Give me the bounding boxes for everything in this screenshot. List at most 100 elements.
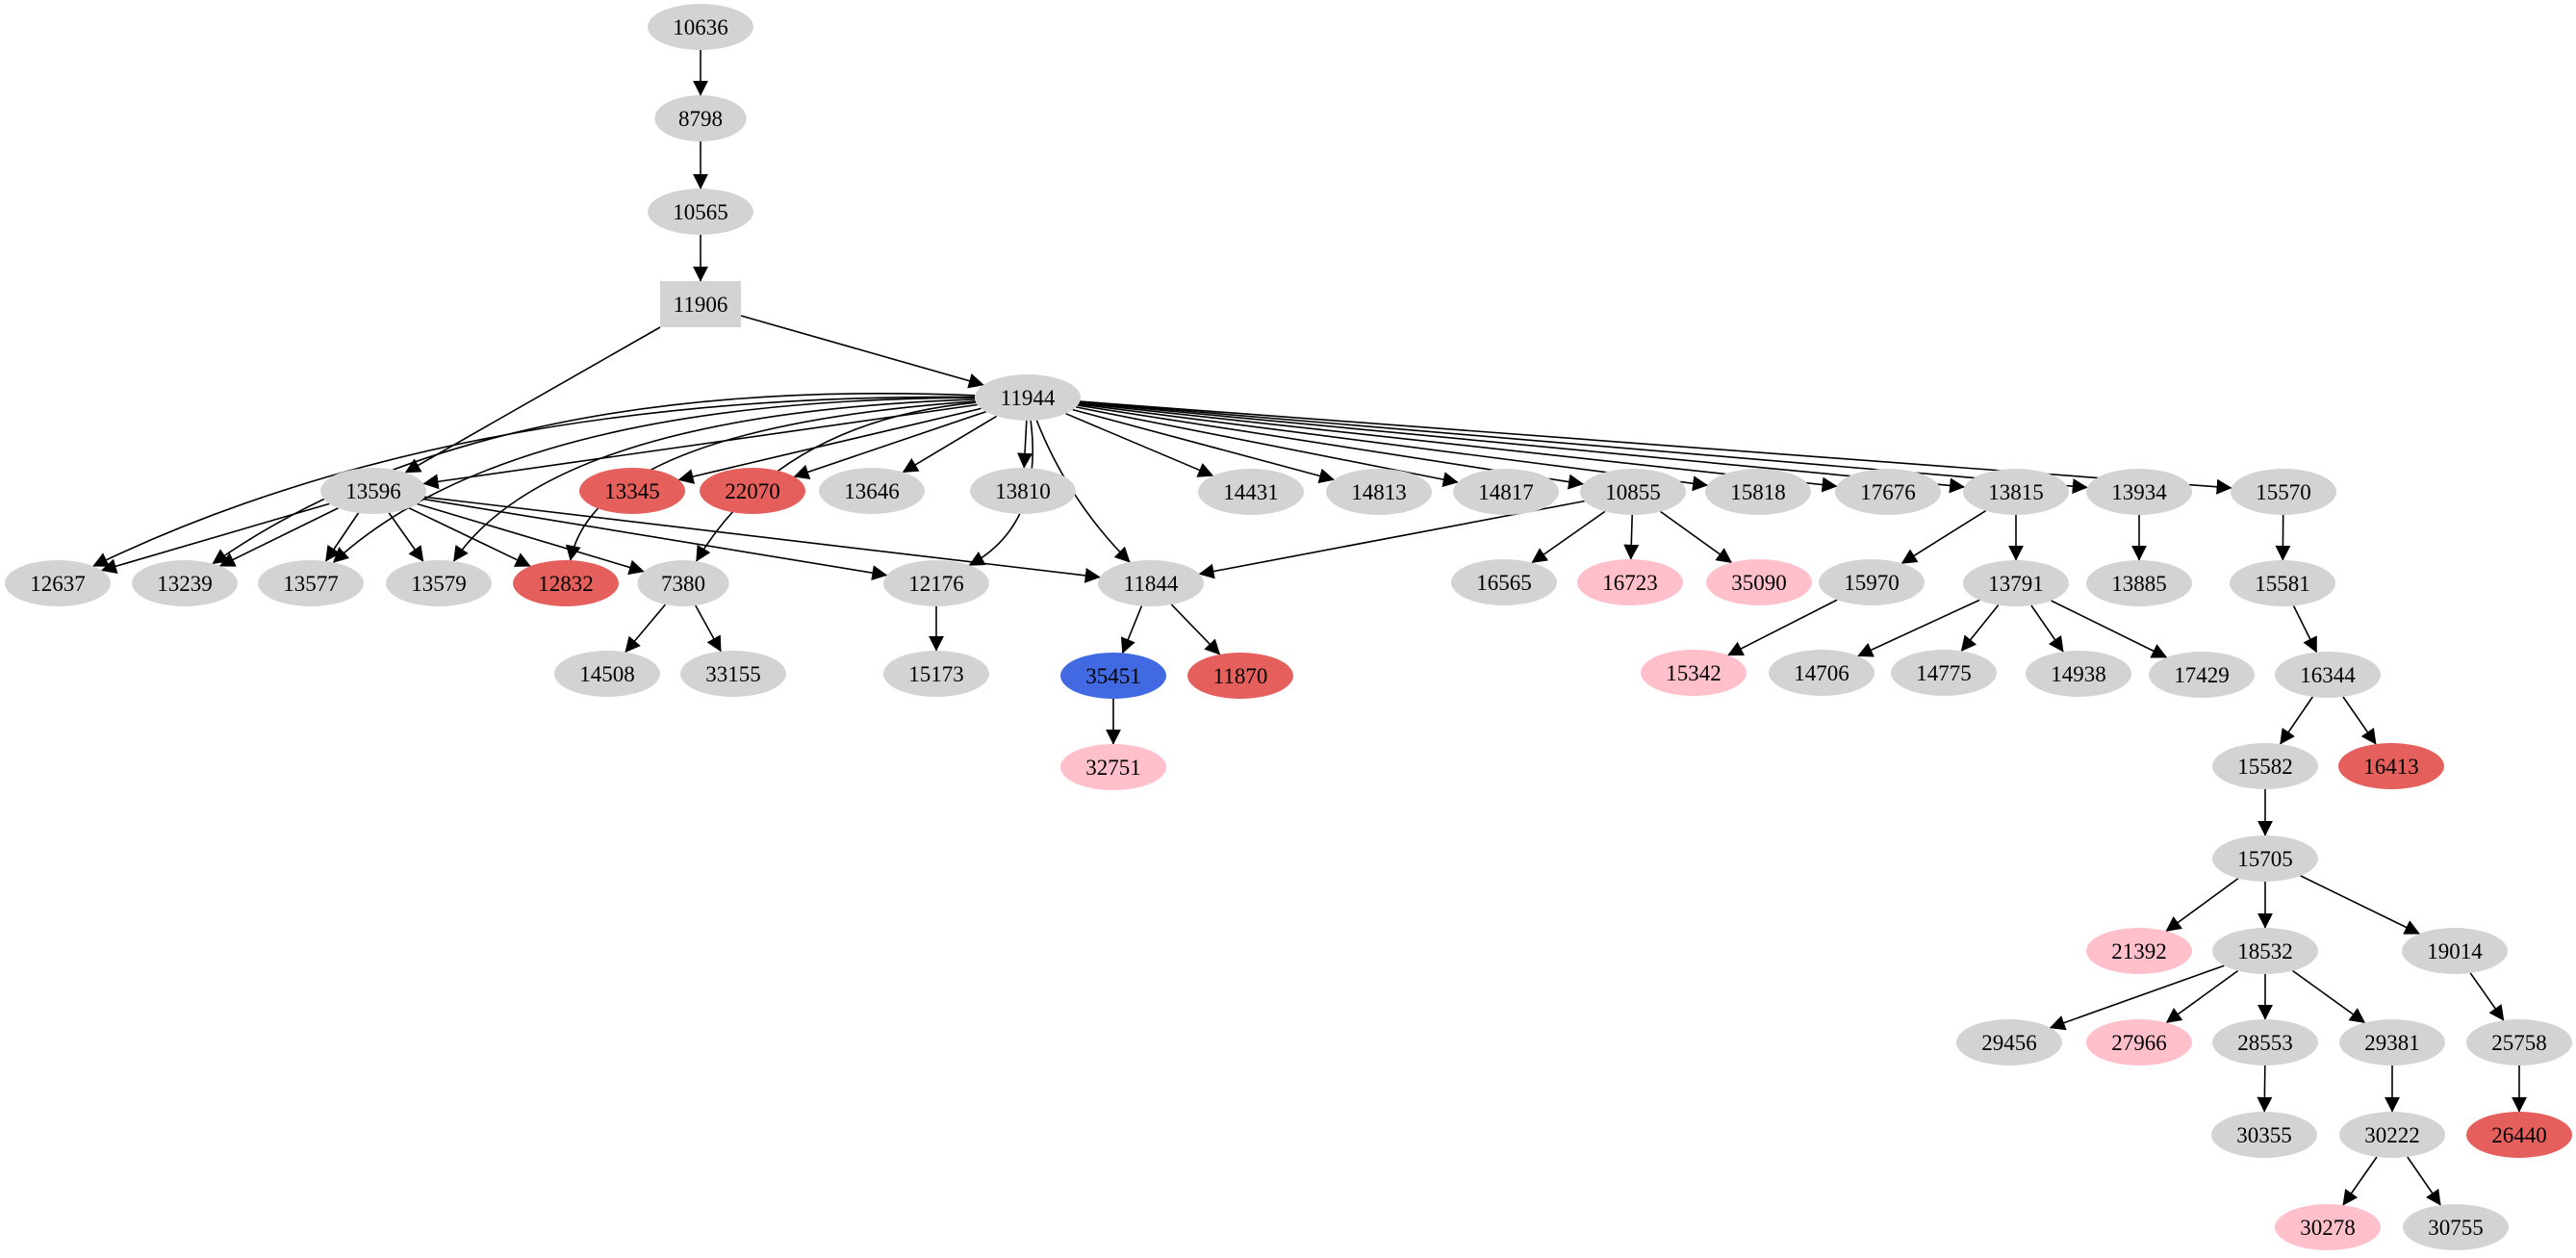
node-30755-label: 30755 bbox=[2428, 1216, 2484, 1240]
node-10636-label: 10636 bbox=[673, 15, 728, 39]
node-15970-label: 15970 bbox=[1844, 571, 1900, 595]
node-11844-shape bbox=[1098, 560, 1204, 606]
edge-13791-14706 bbox=[1857, 599, 1980, 657]
edge-13596-13239 bbox=[218, 507, 339, 567]
node-14431: 14431 bbox=[1198, 469, 1304, 515]
node-14706-shape bbox=[1769, 650, 1875, 696]
edge-10855-16565 bbox=[1531, 510, 1606, 564]
node-16723-label: 16723 bbox=[1602, 571, 1658, 595]
edge-15581-16344 bbox=[2292, 605, 2318, 654]
node-21392: 21392 bbox=[2086, 928, 2192, 974]
node-15582-shape bbox=[2212, 743, 2318, 789]
node-14706: 14706 bbox=[1769, 650, 1875, 696]
node-15581: 15581 bbox=[2230, 560, 2335, 606]
node-11844-label: 11844 bbox=[1124, 572, 1179, 596]
node-15818-shape bbox=[1705, 469, 1811, 515]
node-21392-shape bbox=[2086, 928, 2192, 974]
edge-7380-33155 bbox=[695, 604, 722, 653]
node-29381: 29381 bbox=[2339, 1019, 2445, 1065]
node-13791-shape bbox=[1963, 560, 2069, 606]
edge-15705-21392 bbox=[2165, 877, 2239, 933]
edge-11844-11870 bbox=[1170, 603, 1221, 655]
node-13885-shape bbox=[2086, 560, 2192, 606]
edge-13815-15970 bbox=[1900, 510, 1987, 564]
node-13577-label: 13577 bbox=[283, 572, 339, 596]
edge-7380-14508 bbox=[625, 603, 667, 654]
node-21392-label: 21392 bbox=[2111, 939, 2167, 963]
node-19014-shape bbox=[2402, 928, 2508, 974]
node-15173: 15173 bbox=[883, 651, 989, 697]
edge-18532-27966 bbox=[2165, 969, 2239, 1024]
node-13810-label: 13810 bbox=[995, 479, 1051, 503]
node-15705: 15705 bbox=[2212, 835, 2318, 882]
node-16413-shape bbox=[2338, 743, 2444, 789]
node-29456: 29456 bbox=[1956, 1019, 2062, 1065]
node-26440-shape bbox=[2466, 1112, 2572, 1158]
node-13345: 13345 bbox=[579, 468, 685, 514]
edge-13791-14938 bbox=[2030, 604, 2064, 653]
node-11906-shape bbox=[660, 281, 741, 327]
node-14775-label: 14775 bbox=[1916, 661, 1972, 685]
node-13577: 13577 bbox=[258, 560, 364, 606]
node-30222-shape bbox=[2339, 1112, 2445, 1158]
node-18532: 18532 bbox=[2212, 928, 2318, 974]
edge-11944-13646 bbox=[902, 415, 998, 474]
node-11870-shape bbox=[1187, 653, 1293, 699]
node-29456-label: 29456 bbox=[1981, 1031, 2037, 1055]
node-10565-shape bbox=[648, 189, 753, 235]
edge-15705-19014 bbox=[2300, 875, 2421, 935]
node-13345-shape bbox=[579, 468, 685, 514]
node-15342-label: 15342 bbox=[1666, 661, 1722, 685]
node-12176-shape bbox=[883, 560, 989, 606]
node-16413-label: 16413 bbox=[2363, 755, 2419, 779]
node-10855-label: 10855 bbox=[1605, 480, 1661, 504]
edge-11944-17676 bbox=[1079, 402, 1838, 493]
node-11906-label: 11906 bbox=[674, 293, 728, 317]
node-14431-label: 14431 bbox=[1223, 480, 1279, 504]
edge-11944-11844 bbox=[1035, 420, 1131, 563]
edges-layer bbox=[92, 50, 2527, 1206]
node-13345-label: 13345 bbox=[604, 479, 660, 503]
node-16344-label: 16344 bbox=[2300, 663, 2356, 687]
node-25758-label: 25758 bbox=[2491, 1031, 2547, 1055]
edge-11944-13577 bbox=[332, 397, 976, 563]
node-30278-shape bbox=[2275, 1204, 2381, 1250]
node-14817-label: 14817 bbox=[1478, 480, 1534, 504]
node-15705-shape bbox=[2212, 835, 2318, 882]
node-15818-label: 15818 bbox=[1730, 480, 1786, 504]
node-13579-label: 13579 bbox=[411, 572, 467, 596]
edge-11944-13579 bbox=[452, 398, 976, 562]
node-11944-label: 11944 bbox=[1001, 386, 1056, 410]
edge-30222-30755 bbox=[2407, 1156, 2441, 1206]
edge-18532-29456 bbox=[2049, 964, 2225, 1031]
node-13934-label: 13934 bbox=[2111, 480, 2167, 504]
edge-11944-14813 bbox=[1072, 408, 1335, 484]
node-14813-shape bbox=[1326, 469, 1432, 515]
node-17429-shape bbox=[2149, 652, 2255, 698]
edge-11944-22070 bbox=[793, 410, 986, 479]
node-15570-label: 15570 bbox=[2256, 480, 2311, 504]
node-13239: 13239 bbox=[132, 560, 238, 606]
node-35090-shape bbox=[1706, 559, 1812, 605]
node-13885: 13885 bbox=[2086, 560, 2192, 606]
node-28553-label: 28553 bbox=[2237, 1031, 2293, 1055]
node-27966: 27966 bbox=[2086, 1019, 2192, 1065]
node-7380-label: 7380 bbox=[661, 572, 705, 596]
node-14817-shape bbox=[1453, 469, 1559, 515]
edge-11944-13596 bbox=[422, 403, 978, 490]
edge-10855-35090 bbox=[1660, 510, 1733, 564]
node-13646-label: 13646 bbox=[844, 479, 900, 503]
edge-11944-7380 bbox=[696, 401, 977, 562]
node-19014: 19014 bbox=[2402, 928, 2508, 974]
node-13934: 13934 bbox=[2086, 469, 2192, 515]
edge-11906-11944 bbox=[740, 315, 984, 389]
node-15173-shape bbox=[883, 651, 989, 697]
node-12637-shape bbox=[5, 560, 111, 606]
edge-28553-30355 bbox=[2257, 1065, 2273, 1113]
node-13579: 13579 bbox=[386, 560, 492, 606]
node-11944-shape bbox=[975, 374, 1081, 421]
edge-11944-13345 bbox=[677, 407, 982, 484]
node-8798-label: 8798 bbox=[678, 107, 723, 131]
node-29456-shape bbox=[1956, 1019, 2062, 1065]
